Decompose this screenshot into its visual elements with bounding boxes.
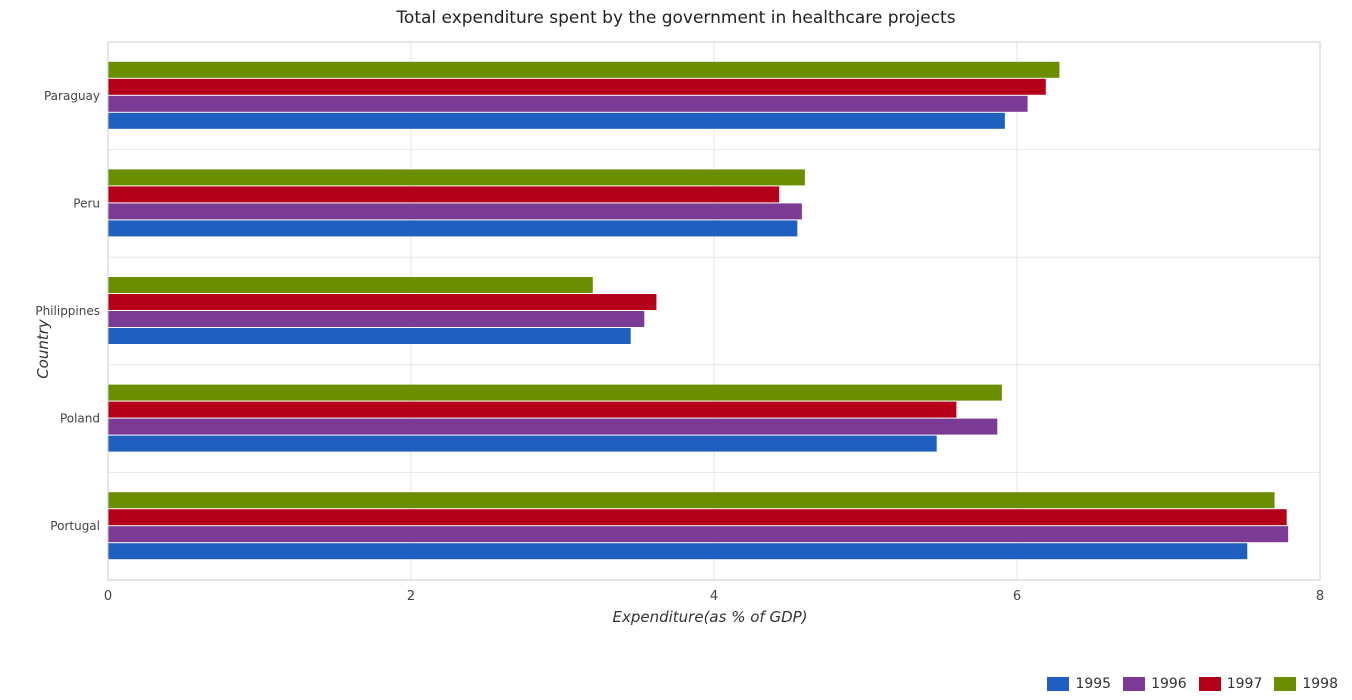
bar-1997-philippines xyxy=(108,294,657,310)
x-tick-label: 4 xyxy=(710,589,718,604)
y-tick-label: Portugal xyxy=(50,519,100,533)
bar-1995-paraguay xyxy=(108,112,1005,129)
bar-1998-philippines xyxy=(108,277,593,293)
y-tick-label: Paraguay xyxy=(44,89,100,103)
bar-1995-poland xyxy=(108,435,937,452)
bar-1998-paraguay xyxy=(108,61,1060,78)
y-tick-label: Peru xyxy=(73,196,100,210)
x-axis-label: Expenditure(as % of GDP) xyxy=(612,608,807,626)
plot-frame xyxy=(107,41,1321,581)
legend-item: 1998 xyxy=(1274,676,1338,692)
bar-1997-poland xyxy=(108,401,957,418)
legend-swatch xyxy=(1274,677,1297,691)
legend-label: 1995 xyxy=(1075,676,1112,692)
bar-1998-poland xyxy=(108,384,1002,401)
legend-label: 1997 xyxy=(1226,676,1263,692)
x-tick-label: 0 xyxy=(104,589,112,604)
bar-1996-peru xyxy=(108,203,802,220)
legend-label: 1996 xyxy=(1151,676,1187,692)
bar-1998-peru xyxy=(108,169,805,186)
y-tick-label: Poland xyxy=(60,412,100,426)
bar-1995-peru xyxy=(108,220,798,237)
legend-item: 1996 xyxy=(1123,676,1187,692)
y-tick-label: Philippines xyxy=(35,304,100,318)
bar-1996-poland xyxy=(108,418,998,435)
bar-1997-peru xyxy=(108,186,780,203)
bar-1996-philippines xyxy=(108,311,645,327)
bar-1995-portugal xyxy=(108,543,1248,560)
bar-1997-paraguay xyxy=(108,78,1046,95)
legend: 1995 1996 1997 1998 xyxy=(1047,676,1338,692)
x-tick-label: 6 xyxy=(1013,589,1021,604)
bar-1997-portugal xyxy=(108,509,1287,526)
legend-swatch xyxy=(1047,677,1070,691)
bar-1996-portugal xyxy=(108,526,1289,543)
bar-1995-philippines xyxy=(108,328,631,344)
legend-item: 1995 xyxy=(1047,676,1111,692)
legend-item: 1997 xyxy=(1198,676,1263,692)
legend-label: 1998 xyxy=(1302,676,1338,692)
axes: 0 2 4 6 8 Paraguay Peru Philippines Poland Portug… xyxy=(35,41,1324,604)
legend-swatch xyxy=(1123,677,1146,691)
bars xyxy=(108,61,1289,560)
bar-1996-paraguay xyxy=(108,95,1028,112)
y-axis-label: Country xyxy=(34,318,52,379)
legend-swatch xyxy=(1198,677,1221,691)
x-tick-label: 2 xyxy=(407,589,415,604)
x-tick-label: 8 xyxy=(1316,589,1324,604)
bar-1998-portugal xyxy=(108,492,1275,509)
chart-title: Total expenditure spent by the governmen… xyxy=(396,8,956,28)
